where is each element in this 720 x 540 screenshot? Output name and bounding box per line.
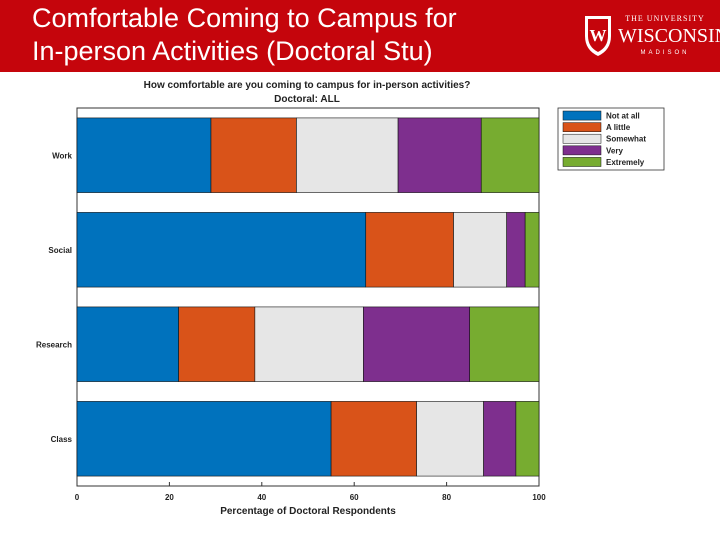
chart-subtitle: Doctoral: ALL	[274, 94, 340, 105]
x-tick-label-0: 0	[75, 493, 80, 502]
logo-line3: MADISON	[640, 50, 690, 56]
legend-swatch-a-little	[562, 122, 602, 132]
legend-label-very: Very	[606, 146, 623, 155]
bar-work-extremely	[480, 117, 540, 193]
x-tick-label-100: 100	[532, 493, 546, 502]
category-label-work: Work	[52, 151, 72, 160]
bar-class-very	[483, 401, 517, 477]
bar-work-very	[397, 117, 482, 193]
x-tick-label-20: 20	[165, 493, 174, 502]
slide-title: Comfortable Coming to Campus for In-pers…	[32, 2, 572, 68]
legend-swatch-not-at-all	[562, 110, 602, 121]
bar-research-not-at-all	[76, 306, 179, 382]
legend-swatch-somewhat	[562, 133, 602, 144]
university-logo: W THE UNIVERSITY WISCONSIN MADISON	[582, 12, 720, 62]
stacked-bar-chart: How comfortable are you coming to campus…	[36, 80, 665, 517]
bar-social-a-little	[365, 212, 454, 288]
bars-group	[76, 117, 540, 477]
bar-class-somewhat	[416, 401, 484, 477]
legend-label-extremely: Extremely	[606, 158, 645, 167]
slide-header: Comfortable Coming to Campus for In-pers…	[0, 0, 720, 72]
bar-research-extremely	[469, 306, 540, 382]
legend-label-a-little: A little	[606, 123, 631, 132]
crest-icon: W	[585, 16, 611, 56]
bar-work-not-at-all	[76, 117, 212, 193]
legend-swatch-very	[562, 145, 602, 156]
bar-class-not-at-all	[76, 401, 332, 477]
x-axis-ticks: 0 20 40 60 80 100	[75, 482, 546, 502]
bar-work-a-little	[210, 117, 297, 193]
category-label-social: Social	[48, 246, 72, 255]
x-tick-label-80: 80	[442, 493, 451, 502]
bar-work-somewhat	[296, 117, 399, 193]
bar-social-very	[506, 212, 526, 288]
x-tick-label-40: 40	[257, 493, 266, 502]
chart-title: How comfortable are you coming to campus…	[144, 80, 471, 91]
bar-research-very	[363, 306, 471, 382]
bar-research-a-little	[178, 306, 256, 382]
category-label-class: Class	[51, 435, 73, 444]
bar-class-extremely	[515, 401, 540, 477]
plot-frame	[76, 107, 540, 487]
bar-social-not-at-all	[76, 212, 367, 288]
slide-title-line1: Comfortable Coming to Campus for	[32, 3, 457, 33]
x-axis-label: Percentage of Doctoral Respondents	[220, 506, 396, 517]
bar-class-a-little	[330, 401, 417, 477]
logo-line2: WISCONSIN	[618, 25, 720, 47]
slide-title-line2: In-person Activities (Doctoral Stu)	[32, 36, 433, 66]
crest-letter: W	[590, 26, 607, 45]
legend-swatch-extremely	[562, 157, 602, 167]
bar-social-extremely	[524, 212, 540, 288]
category-labels: Work Social Research Class	[36, 151, 73, 444]
x-tick-label-60: 60	[350, 493, 359, 502]
legend-label-somewhat: Somewhat	[606, 135, 646, 144]
logo-line1: THE UNIVERSITY	[625, 14, 705, 23]
legend-label-not-at-all: Not at all	[606, 112, 640, 121]
chart-legend: Not at all A little Somewhat Very Extremely	[557, 107, 665, 171]
bar-research-somewhat	[254, 306, 364, 382]
category-label-research: Research	[36, 340, 72, 349]
bar-social-somewhat	[453, 212, 507, 288]
